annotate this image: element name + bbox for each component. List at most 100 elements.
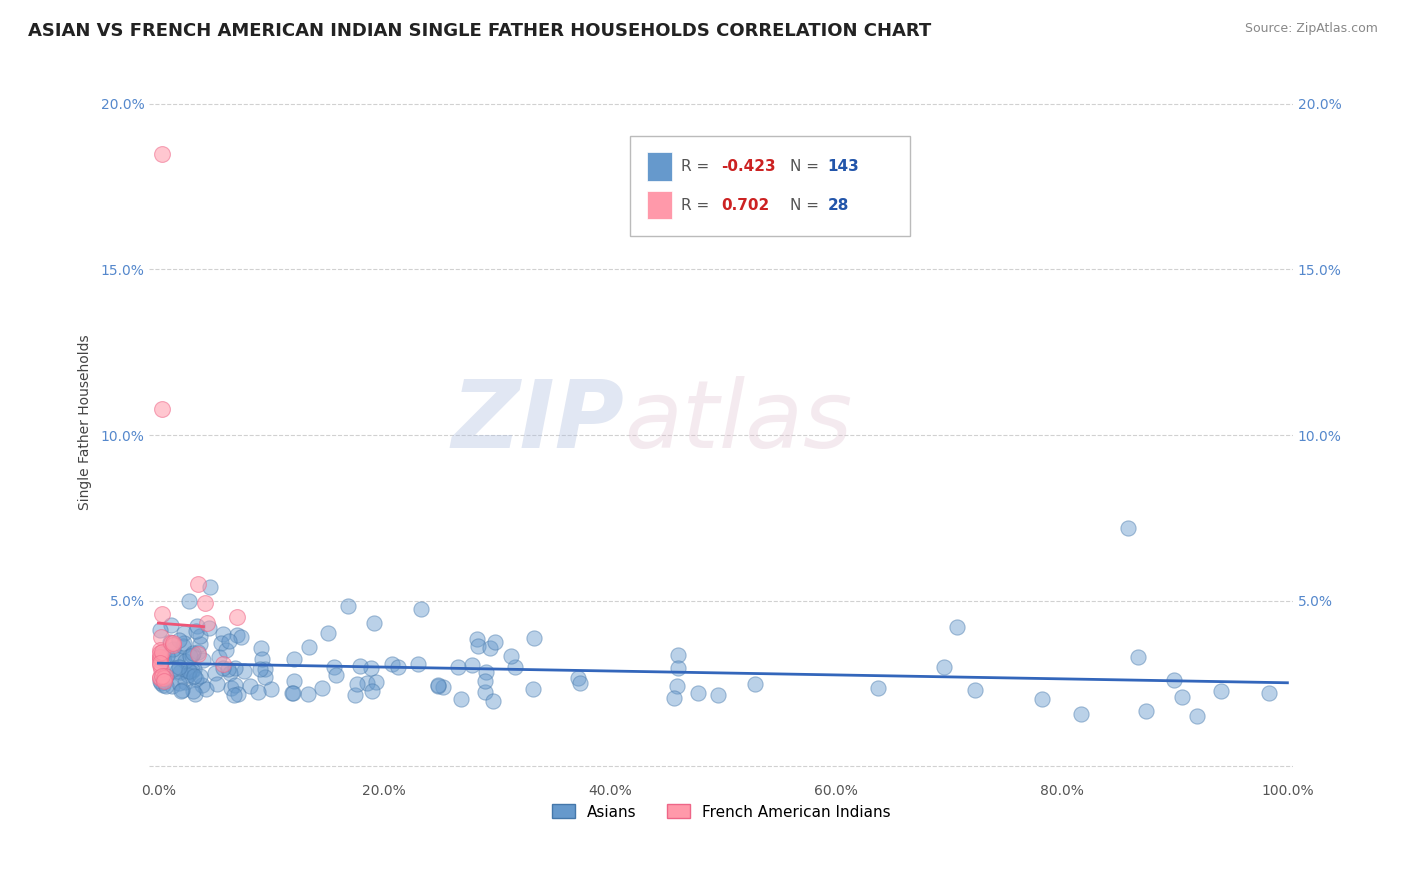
Point — [150, 644, 173, 658]
Point — [360, 661, 382, 675]
Point — [484, 635, 506, 649]
Point — [149, 669, 172, 683]
Point — [482, 693, 505, 707]
Point — [195, 615, 218, 630]
Point — [501, 648, 523, 663]
Point — [219, 665, 242, 680]
Point — [181, 663, 204, 677]
Point — [167, 660, 190, 674]
Point — [153, 674, 176, 689]
Point — [172, 639, 194, 653]
Point — [344, 689, 367, 703]
Text: N =: N = — [790, 159, 818, 174]
Point — [198, 580, 221, 594]
Point — [165, 650, 187, 665]
Point — [381, 657, 404, 671]
Point — [152, 678, 174, 692]
Point — [360, 683, 382, 698]
Text: -0.423: -0.423 — [721, 159, 776, 174]
Point — [160, 618, 183, 632]
Point — [226, 687, 249, 701]
Text: N =: N = — [790, 197, 818, 212]
Point — [169, 665, 191, 679]
Point — [194, 596, 217, 610]
Point — [179, 664, 201, 678]
Point — [666, 679, 689, 693]
Point — [323, 660, 346, 674]
Point — [149, 649, 172, 664]
Point — [188, 669, 211, 683]
Point — [965, 682, 987, 697]
Point — [179, 649, 201, 664]
Point — [155, 669, 177, 683]
Point — [174, 675, 197, 690]
Point — [219, 681, 242, 695]
Point — [183, 669, 205, 683]
Point — [1128, 650, 1150, 665]
Point — [465, 632, 488, 646]
Point — [150, 146, 173, 161]
Point — [250, 640, 273, 655]
Point — [204, 665, 226, 680]
FancyBboxPatch shape — [630, 136, 910, 235]
Point — [177, 594, 200, 608]
Point — [249, 662, 271, 676]
Point — [181, 648, 204, 663]
Point — [224, 677, 246, 691]
Text: ZIP: ZIP — [451, 376, 624, 467]
Point — [479, 641, 502, 656]
Point — [336, 599, 359, 613]
Point — [181, 683, 204, 698]
Point — [187, 647, 209, 661]
Text: atlas: atlas — [624, 376, 852, 467]
Text: 143: 143 — [828, 159, 859, 174]
Point — [427, 677, 450, 691]
Point — [172, 683, 194, 698]
Point — [188, 629, 211, 643]
Point — [281, 686, 304, 700]
Point — [160, 636, 183, 650]
Point — [187, 577, 209, 591]
Point — [184, 624, 207, 638]
Point — [1185, 708, 1208, 723]
Point — [346, 677, 368, 691]
Point — [150, 401, 173, 416]
Point — [505, 660, 527, 674]
Point — [1258, 686, 1281, 700]
Point — [283, 673, 305, 688]
Point — [934, 659, 956, 673]
Point — [211, 627, 233, 641]
Point — [150, 607, 173, 622]
Point — [567, 671, 589, 685]
Point — [149, 649, 172, 664]
Point — [297, 687, 319, 701]
Point — [149, 643, 172, 657]
Text: ASIAN VS FRENCH AMERICAN INDIAN SINGLE FATHER HOUSEHOLDS CORRELATION CHART: ASIAN VS FRENCH AMERICAN INDIAN SINGLE F… — [28, 22, 931, 40]
Point — [450, 691, 472, 706]
Point — [467, 639, 489, 653]
Point — [214, 642, 236, 657]
Text: 0.702: 0.702 — [721, 197, 769, 212]
Point — [188, 637, 211, 651]
Text: 28: 28 — [828, 197, 849, 212]
Point — [387, 660, 409, 674]
Point — [1209, 684, 1232, 698]
Point — [173, 655, 195, 669]
Point — [316, 625, 339, 640]
Point — [149, 656, 172, 670]
Point — [474, 674, 496, 689]
Point — [247, 685, 270, 699]
Point — [193, 653, 215, 667]
Point — [666, 648, 689, 663]
Point — [224, 661, 246, 675]
Point — [149, 658, 172, 673]
Point — [217, 661, 239, 675]
Point — [1116, 521, 1139, 535]
Point — [209, 636, 232, 650]
Point — [325, 668, 347, 682]
Point — [149, 646, 172, 660]
Point — [253, 670, 276, 684]
Point — [229, 630, 252, 644]
Point — [186, 618, 208, 632]
Point — [239, 679, 262, 693]
